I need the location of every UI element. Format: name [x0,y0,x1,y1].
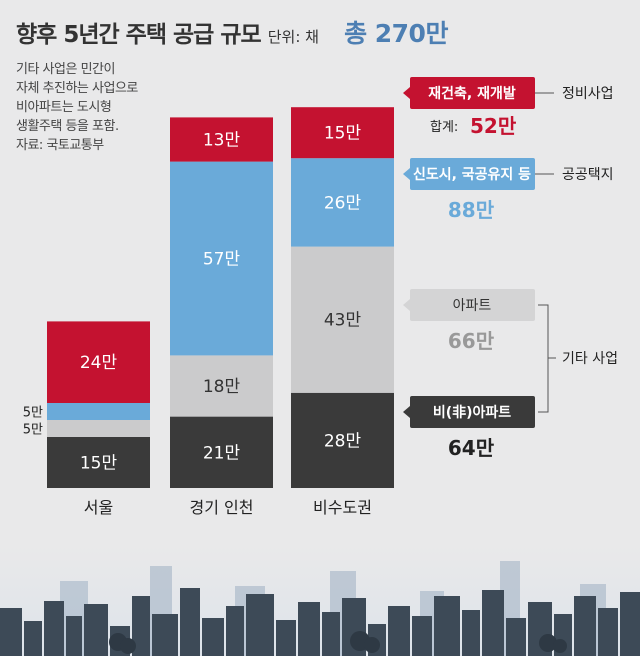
value-label: 57만 [203,250,241,270]
x-tick-label: 서울 [84,498,113,517]
bar-segment-apt [47,420,150,437]
chart-title: 향후 5년간 주택 공급 규모 [16,22,262,48]
x-tick-label: 비수도권 [313,498,372,517]
legend: 재건축, 재개발 정비사업 합계: 52만 신도시, 국공유지 등 공공택지 8… [403,77,618,460]
legend-pointer [403,299,410,311]
legend-label-redevelop: 재건축, 재개발 [428,85,516,102]
x-tick-label: 경기 인천 [190,498,254,517]
sum-nonapt: 64만 [448,436,495,460]
legend-pill-apt [410,289,535,321]
legend-pill-redevelop [410,77,535,109]
legend-label-public: 신도시, 국공유지 등 [413,167,531,183]
bar-segment-nonapt [170,416,273,488]
bar-segment-nonapt [47,437,150,488]
value-label: 5만 [23,423,43,438]
bar-segment-public [47,403,150,420]
legend-label-nonapt: 비(非)아파트 [433,404,511,421]
legend-group-redevelop: 정비사업 [562,86,614,102]
note-line: 자체 추진하는 사업으로 [16,81,138,96]
value-label: 21만 [203,443,241,463]
value-label: 28만 [324,431,362,451]
legend-pill-public [410,158,535,190]
legend-pointer [403,87,410,99]
chart-note: 기타 사업은 민간이 자체 추진하는 사업으로 비아파트는 도시형 생활주택 등… [16,60,138,155]
unit-label: 단위: 채 [267,28,319,46]
note-line: 생활주택 등을 포함. [16,119,119,134]
sum-public: 88만 [448,198,495,222]
sum-apt: 66만 [448,329,495,353]
value-label: 15만 [80,454,118,474]
note-line: 비아파트는 도시형 [16,100,112,115]
legend-pointer [403,406,410,418]
bar-segment-apt [170,355,273,417]
value-label: 24만 [80,353,118,373]
bar-segment-apt [291,246,394,393]
title-row: 향후 5년간 주택 공급 규모 단위: 채 총 270만 [16,14,448,50]
other-bracket [538,304,549,413]
value-label: 26만 [324,193,362,213]
legend-group-public: 공공택지 [562,167,614,183]
legend-label-apt: 아파트 [453,298,492,314]
bar-segment-redevelop [47,321,150,403]
bar-segment-redevelop [170,117,273,162]
value-label: 43만 [324,311,362,331]
sum-label-redevelop: 합계: [430,120,458,135]
value-label: 15만 [324,124,362,144]
total-label: 총 270만 [344,19,448,48]
bar-segment-nonapt [291,392,394,488]
value-label: 5만 [23,406,43,421]
value-label: 18만 [203,377,241,397]
legend-pointer [403,168,410,180]
bar-segment-public [170,161,273,356]
legend-group-other: 기타 사업 [562,351,618,367]
value-label: 13만 [203,131,241,151]
sum-redevelop: 52만 [470,114,517,138]
bar-segment-redevelop [291,107,394,159]
note-source: 자료: 국토교통부 [16,138,104,153]
legend-pill-nonapt [410,396,535,428]
bar-segment-public [291,158,394,247]
city-skyline-decoration [0,546,640,656]
note-line: 기타 사업은 민간이 [16,62,115,77]
